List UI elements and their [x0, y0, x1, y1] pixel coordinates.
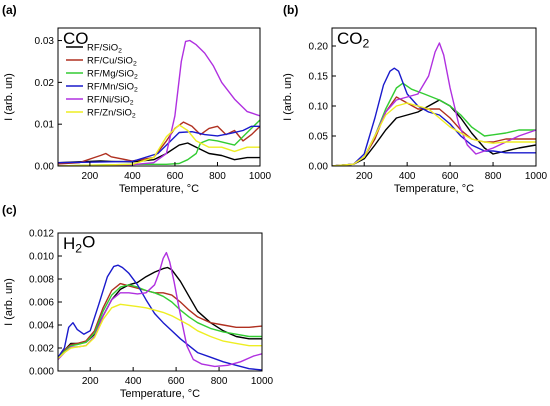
legend-entry: RF/Mn/SiO2​	[87, 82, 138, 94]
series-line-rf-mn-sio2	[58, 125, 260, 164]
y-tick-label: 0.000	[29, 367, 54, 378]
y-axis-label: I (arb. un)	[3, 73, 15, 121]
x-axis-label: Temperature, °C	[119, 183, 199, 195]
x-tick-label: 600	[168, 376, 185, 387]
x-axis-label: Temperature, °C	[394, 183, 474, 195]
x-tick-label: 600	[442, 171, 459, 182]
x-tick-label: 1000	[525, 171, 548, 182]
legend-entry: RF/Zn/SiO2​	[87, 108, 136, 120]
plot-frame	[57, 232, 263, 372]
y-tick-label: 0.00	[309, 162, 329, 173]
x-tick-label: 400	[399, 171, 416, 182]
y-axis-label: I (arb. un)	[282, 73, 294, 121]
y-tick-label: 0.002	[29, 344, 54, 355]
x-tick-label: 400	[124, 171, 141, 182]
legend-entry: RF/Mg/SiO2​	[87, 69, 138, 81]
panel-letter: (c)	[2, 203, 17, 217]
x-tick-label: 800	[211, 376, 228, 387]
plot-frame	[57, 27, 261, 167]
x-tick-label: 1000	[249, 171, 272, 182]
panel-title: H2​O	[63, 233, 95, 256]
y-tick-label: 0.01	[35, 120, 55, 131]
y-tick-label: 0.012	[29, 229, 54, 240]
y-tick-label: 0.010	[29, 252, 54, 263]
series-line-rf-cu-sio2	[332, 96, 536, 166]
legend-entry: RF/SiO2​	[87, 43, 122, 55]
series-line-rf-sio2	[332, 99, 536, 166]
y-axis-label: I (arb. un)	[3, 278, 15, 326]
legend: RF/SiO2​RF/Cu/SiO2​RF/Mg/SiO2​RF/Mn/SiO2…	[66, 43, 138, 120]
series-line-rf-sio2	[58, 142, 260, 164]
series-line-rf-ni-sio2	[58, 251, 262, 368]
panel-letter: (b)	[283, 3, 298, 17]
y-tick-label: 0.05	[309, 132, 329, 143]
y-tick-label: 0.02	[35, 78, 55, 89]
legend-entry: RF/Ni/SiO2​	[87, 95, 134, 107]
panel-letter: (a)	[2, 3, 17, 17]
panel-title: CO	[63, 29, 89, 48]
series-line-rf-zn-sio2	[58, 303, 262, 359]
x-tick-label: 1000	[251, 376, 274, 387]
x-tick-label: 200	[82, 171, 99, 182]
y-tick-label: 0.10	[309, 102, 329, 113]
x-tick-label: 800	[485, 171, 502, 182]
x-tick-label: 800	[209, 171, 226, 182]
y-tick-label: 0.004	[29, 321, 54, 332]
chart-panel-3: 200 400 600 800 1000 0.000 0.002 0.004 0.006 0.00…	[2, 203, 274, 400]
legend-entry: RF/Cu/SiO2​	[87, 56, 137, 68]
x-tick-label: 200	[356, 171, 373, 182]
y-tick-label: 0.15	[309, 72, 329, 83]
series-line-rf-mn-sio2	[58, 264, 262, 371]
y-tick-label: 0.006	[29, 298, 54, 309]
plot-frame	[331, 27, 537, 167]
y-tick-label: 0.008	[29, 275, 54, 286]
y-tick-label: 0.00	[35, 162, 55, 173]
series-line-rf-mn-sio2	[332, 67, 536, 166]
x-tick-label: 600	[167, 171, 184, 182]
panel-title: CO2​	[337, 29, 370, 50]
chart-panel-2: 200 400 600 800 1000 0.00 0.05 0.10 0.15 0.20 Temp…	[282, 3, 548, 195]
series-line-rf-ni-sio2	[332, 42, 536, 166]
x-tick-label: 200	[82, 376, 99, 387]
series-line-rf-mg-sio2	[58, 284, 262, 359]
y-tick-label: 0.20	[309, 42, 329, 53]
series-line-rf-zn-sio2	[332, 102, 536, 166]
x-axis-label: Temperature, °C	[120, 388, 200, 400]
chart-panel-1: 200 400 600 800 1000 0.00 0.01 0.02 0.03 Temperat…	[2, 3, 272, 195]
y-tick-label: 0.03	[35, 36, 55, 47]
series-line-rf-mg-sio2	[332, 82, 536, 166]
x-tick-label: 400	[125, 376, 142, 387]
series-line-rf-ni-sio2	[58, 39, 260, 166]
